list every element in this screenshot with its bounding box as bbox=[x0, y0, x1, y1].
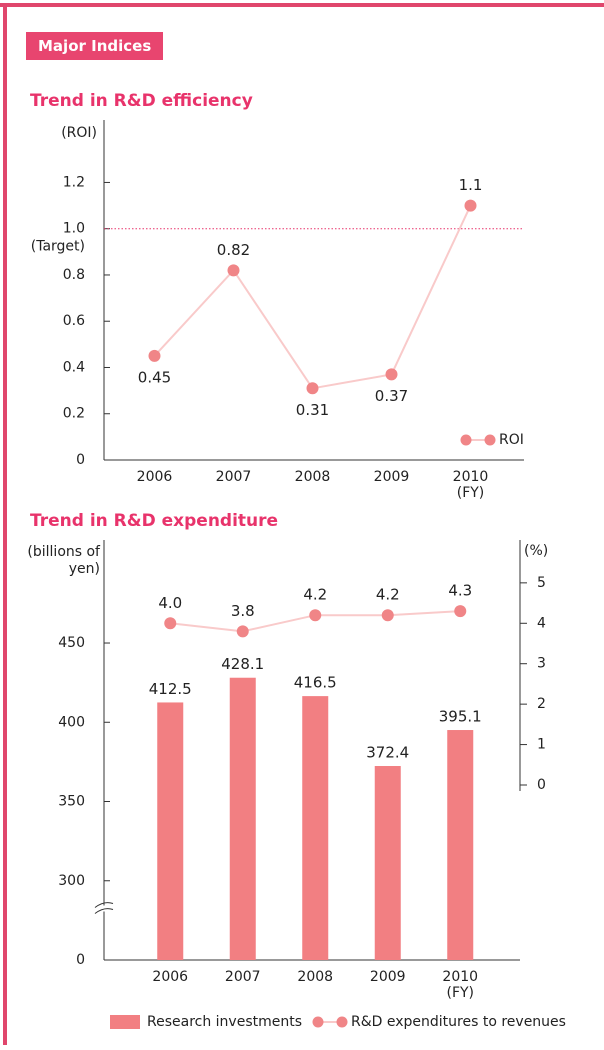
x-tick-label: 2010 bbox=[453, 469, 489, 485]
axis-break bbox=[94, 902, 114, 914]
data-label: 0.82 bbox=[217, 241, 250, 259]
data-label: 0.37 bbox=[375, 387, 408, 405]
chart-title: Trend in R&D efficiency bbox=[30, 91, 253, 111]
point bbox=[385, 368, 398, 381]
data-label: 372.4 bbox=[366, 744, 409, 762]
y-tick-label: 0.8 bbox=[63, 267, 85, 283]
point bbox=[164, 617, 177, 630]
data-label: 395.1 bbox=[439, 708, 482, 726]
y2-tick-label: 2 bbox=[537, 696, 546, 712]
point bbox=[227, 264, 240, 277]
bar bbox=[229, 677, 256, 960]
legend-label: Research investments bbox=[147, 1014, 302, 1030]
point bbox=[306, 382, 319, 395]
point bbox=[381, 609, 394, 622]
data-label: 0.45 bbox=[138, 368, 171, 386]
section-label: Major Indices bbox=[26, 32, 164, 60]
x-tick-label: 2007 bbox=[216, 469, 252, 485]
y2-axis-label: (%) bbox=[524, 543, 548, 559]
x-tick-label: 2008 bbox=[297, 969, 333, 985]
y2-tick-label: 5 bbox=[537, 575, 546, 591]
x-tick-label: 2008 bbox=[295, 469, 331, 485]
point bbox=[236, 625, 249, 638]
y-tick-label: 0.2 bbox=[63, 406, 85, 422]
frame-left bbox=[3, 3, 7, 1045]
data-label: 1.1 bbox=[459, 176, 483, 194]
legend-label: ROI bbox=[499, 432, 524, 448]
data-label: 4.0 bbox=[158, 594, 182, 612]
x-tick-label: 2009 bbox=[374, 469, 410, 485]
chart-title: Trend in R&D expenditure bbox=[30, 511, 278, 531]
y-tick-label: 300 bbox=[58, 873, 85, 889]
data-label: 416.5 bbox=[294, 674, 337, 692]
bar bbox=[374, 766, 401, 960]
y-axis-label: (billions of yen) bbox=[27, 544, 100, 577]
x-tick-label: 2006 bbox=[137, 469, 173, 485]
y2-tick-label: 0 bbox=[537, 777, 546, 793]
data-label: 3.8 bbox=[231, 602, 255, 620]
point bbox=[464, 199, 477, 212]
y-tick-label: 1.0 bbox=[63, 221, 85, 237]
x-axis-label: (FY) bbox=[457, 485, 485, 501]
y2-tick-label: 3 bbox=[537, 656, 546, 672]
data-label: 4.3 bbox=[448, 582, 472, 600]
y2-tick-label: 1 bbox=[537, 737, 546, 753]
y-tick-label: 0 bbox=[76, 952, 85, 968]
data-label: 412.5 bbox=[149, 680, 192, 698]
y-tick-label: 0 bbox=[76, 452, 85, 468]
y-tick-label: 400 bbox=[58, 714, 85, 730]
legend-marker bbox=[312, 1016, 324, 1028]
y-tick-label: 0.6 bbox=[63, 313, 85, 329]
data-label: 4.2 bbox=[303, 586, 327, 604]
data-label: 0.31 bbox=[296, 401, 329, 419]
frame-top bbox=[0, 3, 604, 7]
legend-marker bbox=[484, 434, 496, 446]
target-label: (Target) bbox=[31, 239, 85, 255]
legend-marker bbox=[460, 434, 472, 446]
bar bbox=[157, 702, 184, 960]
data-label: 428.1 bbox=[221, 655, 264, 673]
legend-swatch bbox=[110, 1015, 140, 1029]
legend-marker bbox=[336, 1016, 348, 1028]
y2-tick-label: 4 bbox=[537, 615, 546, 631]
y-tick-label: 350 bbox=[58, 794, 85, 810]
y-tick-label: 450 bbox=[58, 635, 85, 651]
x-tick-label: 2006 bbox=[152, 969, 188, 985]
point bbox=[148, 349, 161, 362]
x-axis-label: (FY) bbox=[446, 985, 474, 1001]
y-tick-label: 0.4 bbox=[63, 359, 85, 375]
bar bbox=[447, 730, 474, 960]
x-tick-label: 2010 bbox=[442, 969, 478, 985]
y-tick-label: 1.2 bbox=[63, 174, 85, 190]
x-tick-label: 2009 bbox=[370, 969, 406, 985]
bar bbox=[302, 696, 329, 960]
data-label: 4.2 bbox=[376, 586, 400, 604]
point bbox=[309, 609, 322, 622]
legend-label: R&D expenditures to revenues bbox=[351, 1014, 566, 1030]
point bbox=[454, 605, 467, 618]
y-axis-label: (ROI) bbox=[61, 125, 97, 141]
series-line bbox=[153, 205, 472, 390]
x-tick-label: 2007 bbox=[225, 969, 261, 985]
